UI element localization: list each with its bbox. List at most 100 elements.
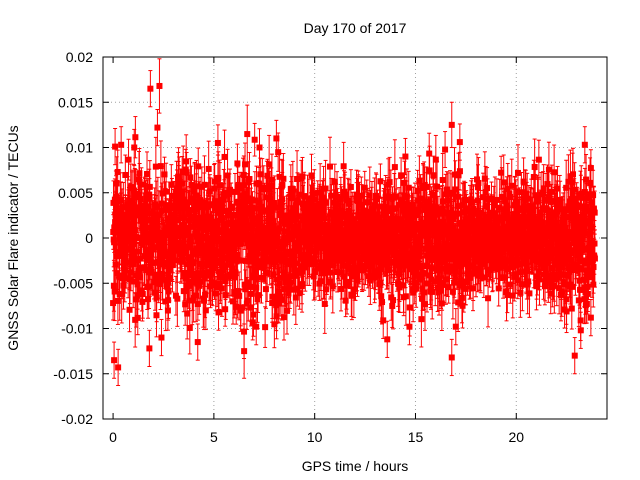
data-point xyxy=(294,285,301,292)
data-point xyxy=(268,176,275,183)
data-point xyxy=(243,257,250,264)
data-point xyxy=(130,260,137,267)
data-point xyxy=(261,207,268,214)
data-point xyxy=(317,189,324,196)
data-point xyxy=(195,163,202,170)
data-point xyxy=(145,296,152,303)
data-point xyxy=(201,181,208,188)
data-point xyxy=(126,259,133,266)
data-point xyxy=(240,171,247,178)
data-point xyxy=(344,197,351,204)
data-point xyxy=(338,239,345,246)
data-point xyxy=(245,195,252,202)
data-point xyxy=(327,259,334,266)
data-point xyxy=(276,256,283,263)
data-point xyxy=(333,201,340,208)
data-point xyxy=(131,194,138,201)
data-point xyxy=(318,278,325,285)
data-point xyxy=(222,306,229,313)
data-point xyxy=(249,204,256,211)
data-point xyxy=(229,271,236,278)
data-point xyxy=(212,198,219,205)
data-point xyxy=(110,300,117,307)
data-point xyxy=(159,190,166,197)
data-point xyxy=(258,203,265,210)
data-point xyxy=(212,290,219,297)
data-point xyxy=(221,153,228,160)
data-point xyxy=(344,282,351,289)
data-point xyxy=(195,270,202,277)
data-point xyxy=(181,270,188,277)
data-point xyxy=(191,222,198,229)
data-point xyxy=(316,244,323,251)
data-point xyxy=(163,188,170,195)
data-point xyxy=(280,218,287,225)
data-point xyxy=(287,273,294,280)
data-point xyxy=(137,255,144,262)
data-point xyxy=(138,181,145,188)
data-point xyxy=(264,172,271,179)
data-point xyxy=(323,199,330,206)
data-point xyxy=(207,201,214,208)
data-point xyxy=(257,171,264,178)
data-point xyxy=(146,183,153,190)
data-point xyxy=(213,228,220,235)
data-point xyxy=(176,177,183,184)
data-point xyxy=(183,231,190,238)
data-point xyxy=(240,224,247,231)
data-point xyxy=(181,250,188,257)
data-point xyxy=(112,261,119,268)
data-point xyxy=(306,215,313,222)
data-point xyxy=(217,271,224,278)
data-point xyxy=(261,260,268,267)
data-point xyxy=(144,170,151,177)
data-point xyxy=(274,204,281,211)
data-point xyxy=(321,300,328,307)
data-point xyxy=(342,192,349,199)
data-point xyxy=(308,255,315,262)
data-point xyxy=(325,224,332,231)
data-point xyxy=(164,251,171,258)
data-point xyxy=(237,304,244,311)
data-point xyxy=(288,191,295,198)
data-point xyxy=(134,314,141,321)
data-point xyxy=(318,259,325,266)
data-point xyxy=(158,207,165,214)
data-point xyxy=(133,296,140,303)
data-point xyxy=(114,297,121,304)
data-point xyxy=(171,205,178,212)
data-point xyxy=(233,251,240,258)
data-point xyxy=(254,296,261,303)
data-point xyxy=(157,281,164,288)
data-point xyxy=(174,233,181,240)
data-point xyxy=(116,217,123,224)
data-point xyxy=(221,254,228,261)
data-point xyxy=(200,243,207,250)
data-point xyxy=(316,200,323,207)
data-point xyxy=(341,273,348,280)
data-point xyxy=(233,303,240,310)
data-point xyxy=(330,262,337,269)
data-point xyxy=(148,268,155,275)
data-point xyxy=(144,203,151,210)
data-point xyxy=(353,269,360,276)
data-point xyxy=(120,233,127,240)
data-point xyxy=(271,201,278,208)
data-point xyxy=(246,176,253,183)
data-point xyxy=(256,144,263,151)
data-point xyxy=(346,207,353,214)
data-point xyxy=(275,239,282,246)
data-point xyxy=(278,296,285,303)
data-point xyxy=(185,278,192,285)
data-point xyxy=(190,247,197,254)
data-point xyxy=(265,185,272,192)
data-point xyxy=(122,171,129,178)
data-point xyxy=(264,269,271,276)
data-point xyxy=(163,261,170,268)
data-point xyxy=(269,293,276,300)
data-point xyxy=(134,281,141,288)
data-point xyxy=(236,292,243,299)
data-point xyxy=(122,267,129,274)
data-point xyxy=(250,311,257,318)
